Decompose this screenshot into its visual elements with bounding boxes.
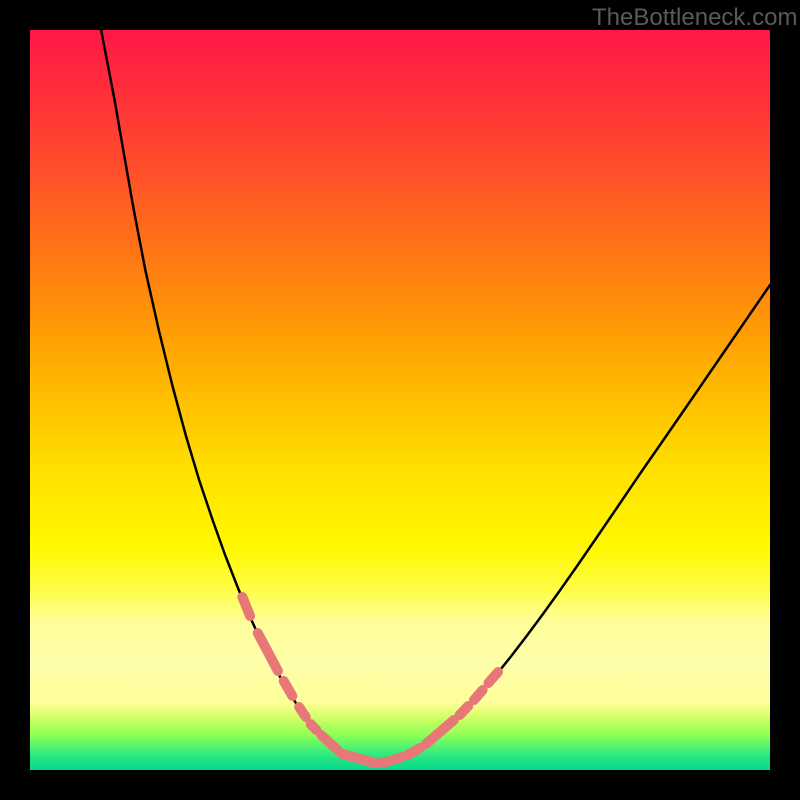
plot-background	[30, 30, 770, 770]
chart-container: TheBottleneck.com	[0, 0, 800, 800]
watermark-text: TheBottleneck.com	[592, 4, 797, 32]
chart-svg	[0, 0, 800, 800]
